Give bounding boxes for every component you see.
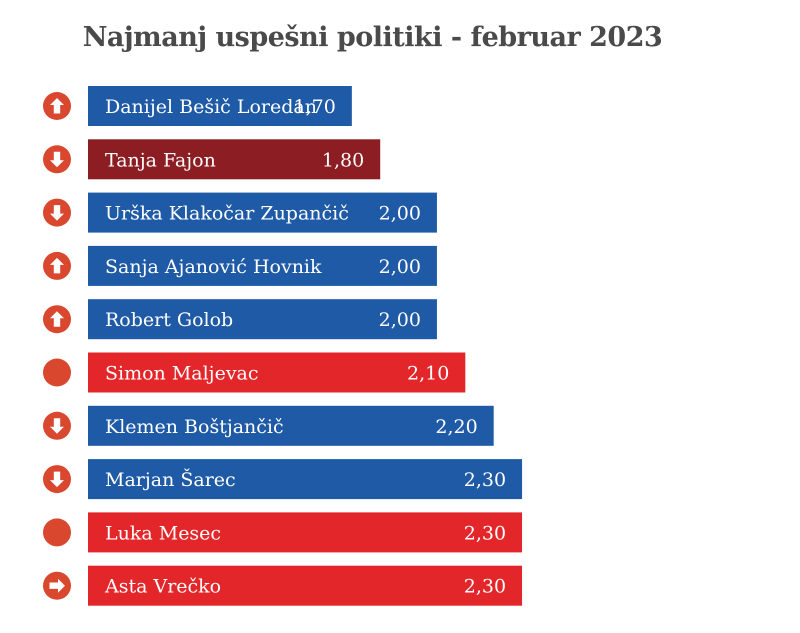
trend-arrow-down bbox=[50, 205, 64, 221]
bar-row: Asta Vrečko 2,30 bbox=[43, 565, 523, 606]
trend-icon-circle bbox=[43, 358, 71, 387]
bar-category-label: Sanja Ajanović Hovnik bbox=[105, 256, 322, 278]
bar-category-label: Robert Golob bbox=[105, 309, 233, 331]
bar bbox=[88, 245, 437, 286]
bar bbox=[88, 352, 466, 393]
bar-row: Klemen Boštjančič 2,20 bbox=[43, 405, 494, 446]
bar bbox=[88, 86, 352, 126]
bar-category-label: Luka Mesec bbox=[105, 522, 221, 544]
bar-category-label: Klemen Boštjančič bbox=[105, 416, 284, 438]
bar-category-label: Tanja Fajon bbox=[105, 149, 216, 171]
arrow-right-icon bbox=[43, 571, 71, 600]
bar-category-label: Danijel Bešič Loredan bbox=[105, 96, 317, 118]
bar bbox=[88, 565, 523, 606]
bar bbox=[88, 459, 523, 500]
bar bbox=[88, 405, 494, 446]
trend-arrow-up bbox=[50, 311, 64, 327]
bar-row: Simon Maljevac 2,10 bbox=[43, 352, 466, 393]
bar bbox=[88, 512, 523, 553]
bar-value-label: 1,80 bbox=[322, 149, 364, 171]
trend-icon-circle bbox=[43, 518, 71, 547]
bar-row: Robert Golob 2,00 bbox=[43, 299, 437, 340]
bar-row: Marjan Šarec 2,30 bbox=[43, 459, 523, 500]
bar-value-label: 2,00 bbox=[379, 309, 421, 331]
arrow-down-icon bbox=[43, 198, 71, 227]
bar-value-label: 2,30 bbox=[464, 469, 506, 491]
chart-title: Najmanj uspešni politiki - februar 2023 bbox=[82, 22, 663, 53]
arrow-up-icon bbox=[43, 305, 71, 334]
bar-value-label: 2,20 bbox=[435, 416, 477, 438]
bar-row: Urška Klakočar Zupančič 2,00 bbox=[43, 192, 437, 233]
arrow-down-icon bbox=[43, 465, 71, 494]
bar-value-label: 2,30 bbox=[464, 522, 506, 544]
bar-category-label: Simon Maljevac bbox=[105, 363, 259, 385]
arrow-down-icon bbox=[43, 145, 71, 174]
dot-icon bbox=[43, 358, 71, 387]
arrow-down-icon bbox=[43, 411, 71, 440]
trend-arrow-down bbox=[50, 471, 64, 488]
bar-value-label: 2,30 bbox=[464, 576, 506, 598]
bar-value-label: 2,10 bbox=[407, 363, 449, 385]
bar bbox=[88, 139, 381, 180]
bar-row: Sanja Ajanović Hovnik 2,00 bbox=[43, 245, 437, 286]
bar-category-label: Asta Vrečko bbox=[104, 576, 221, 598]
bar-value-label: 2,00 bbox=[379, 256, 421, 278]
arrow-up-icon bbox=[43, 251, 71, 280]
bar-category-label: Urška Klakočar Zupančič bbox=[105, 203, 349, 225]
bar-row: Tanja Fajon 1,80 bbox=[43, 139, 381, 180]
bar bbox=[88, 192, 437, 233]
bar-value-label: 2,00 bbox=[379, 203, 421, 225]
dot-icon bbox=[43, 518, 71, 547]
bar bbox=[88, 299, 437, 340]
bar-row: Luka Mesec 2,30 bbox=[43, 512, 523, 553]
arrow-up-icon bbox=[43, 92, 71, 120]
bar-category-label: Marjan Šarec bbox=[105, 468, 236, 491]
trend-arrow-up bbox=[50, 98, 64, 114]
trend-arrow-down bbox=[50, 151, 64, 168]
trend-arrow-up bbox=[50, 257, 64, 274]
trend-arrow-down bbox=[50, 418, 64, 434]
bar-value-label: 1,70 bbox=[294, 96, 336, 118]
trend-arrow-right bbox=[49, 578, 65, 593]
